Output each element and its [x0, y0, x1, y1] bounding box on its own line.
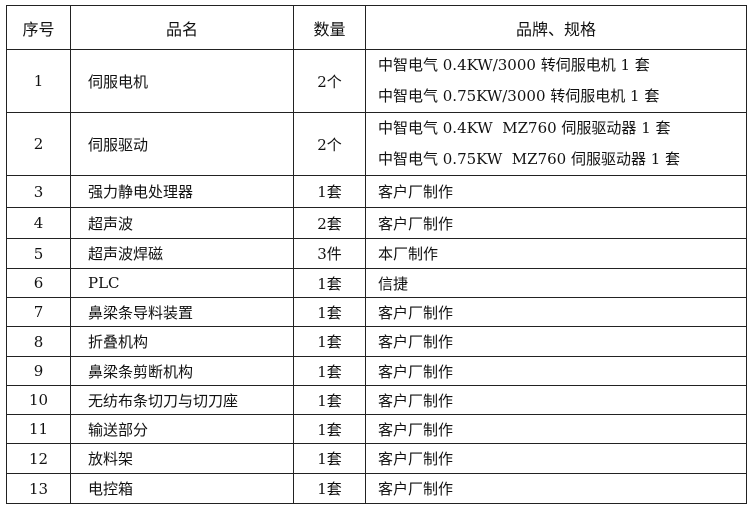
table-row: 8 折叠机构 1套 客户厂制作 [6, 326, 747, 357]
table-row: 13 电控箱 1套 客户厂制作 [6, 473, 747, 504]
spec-line: 中智电气 0.4KW MZ760 伺服驱动器 1 套 [378, 119, 671, 137]
table-row: 9 鼻梁条剪断机构 1套 客户厂制作 [6, 356, 747, 386]
row-number: 12 [6, 443, 71, 474]
header-row: 序号 品名 数量 品牌、规格 [6, 5, 747, 50]
item-name: 超声波 [70, 207, 294, 239]
spec-line: 中智电气 0.75KW/3000 转伺服电机 1 套 [378, 87, 660, 105]
item-quantity: 1套 [293, 268, 366, 298]
item-spec: 客户厂制作 [365, 326, 747, 357]
item-spec: 客户厂制作 [365, 356, 747, 386]
row-number: 7 [6, 297, 71, 327]
row-number: 9 [6, 356, 71, 386]
row-number: 3 [6, 175, 71, 208]
row-number: 8 [6, 326, 71, 357]
spec-line: 中智电气 0.4KW/3000 转伺服电机 1 套 [378, 56, 650, 74]
item-quantity: 1套 [293, 385, 366, 415]
item-name: 伺服电机 [70, 49, 294, 113]
item-quantity: 1套 [293, 443, 366, 474]
item-spec: 客户厂制作 [365, 175, 747, 208]
spec-line: 客户厂制作 [378, 183, 454, 201]
row-number: 6 [6, 268, 71, 298]
header-spec: 品牌、规格 [365, 5, 747, 50]
table-row: 1 伺服电机 2个 中智电气 0.4KW/3000 转伺服电机 1 套中智电气 0.7… [6, 49, 747, 113]
table-row: 10 无纺布条切刀与切刀座 1套 客户厂制作 [6, 385, 747, 415]
item-spec: 客户厂制作 [365, 207, 747, 239]
item-quantity: 1套 [293, 473, 366, 504]
item-name: 无纺布条切刀与切刀座 [70, 385, 294, 415]
header-qty: 数量 [293, 5, 366, 50]
item-name: 折叠机构 [70, 326, 294, 357]
row-number: 13 [6, 473, 71, 504]
row-number: 1 [6, 49, 71, 113]
spec-line: 客户厂制作 [378, 450, 454, 468]
item-quantity: 1套 [293, 414, 366, 444]
item-name: 伺服驱动 [70, 112, 294, 176]
item-quantity: 1套 [293, 175, 366, 208]
spec-line: 客户厂制作 [378, 480, 454, 498]
table-row: 4 超声波 2套 客户厂制作 [6, 207, 747, 239]
table-row: 3 强力静电处理器 1套 客户厂制作 [6, 175, 747, 208]
table-row: 5 超声波焊磁 3件 本厂制作 [6, 238, 747, 269]
table-row: 2 伺服驱动 2个 中智电气 0.4KW MZ760 伺服驱动器 1 套中智电气 0.… [6, 112, 747, 176]
table-row: 7 鼻梁条导料装置 1套 客户厂制作 [6, 297, 747, 327]
item-name: 放料架 [70, 443, 294, 474]
item-spec: 客户厂制作 [365, 473, 747, 504]
item-quantity: 2个 [293, 112, 366, 176]
item-name: 强力静电处理器 [70, 175, 294, 208]
item-name: PLC [70, 268, 294, 298]
table-row: 12 放料架 1套 客户厂制作 [6, 443, 747, 474]
item-spec: 信捷 [365, 268, 747, 298]
row-number: 10 [6, 385, 71, 415]
item-name: 输送部分 [70, 414, 294, 444]
spec-line: 客户厂制作 [378, 362, 454, 381]
table-row: 6 PLC 1套 信捷 [6, 268, 747, 298]
spec-line: 客户厂制作 [378, 391, 454, 410]
item-name: 电控箱 [70, 473, 294, 504]
item-name: 鼻梁条剪断机构 [70, 356, 294, 386]
item-quantity: 1套 [293, 326, 366, 357]
spec-line: 客户厂制作 [378, 420, 454, 439]
spec-line: 客户厂制作 [378, 303, 454, 322]
item-quantity: 2套 [293, 207, 366, 239]
table-row: 11 输送部分 1套 客户厂制作 [6, 414, 747, 444]
item-spec: 客户厂制作 [365, 443, 747, 474]
item-quantity: 1套 [293, 297, 366, 327]
row-number: 5 [6, 238, 71, 269]
header-name: 品名 [70, 5, 294, 50]
row-number: 4 [6, 207, 71, 239]
equipment-table: 序号 品名 数量 品牌、规格 1 伺服电机 2个 中智电气 0.4KW/3000 转伺… [6, 5, 747, 504]
spec-line: 客户厂制作 [378, 214, 454, 233]
spec-line: 客户厂制作 [378, 333, 454, 351]
spec-line: 中智电气 0.75KW MZ760 伺服驱动器 1 套 [378, 150, 681, 168]
item-spec: 客户厂制作 [365, 385, 747, 415]
header-no: 序号 [6, 5, 71, 50]
item-name: 超声波焊磁 [70, 238, 294, 269]
item-spec: 中智电气 0.4KW MZ760 伺服驱动器 1 套中智电气 0.75KW MZ… [365, 112, 747, 176]
spec-line: 本厂制作 [378, 245, 439, 263]
item-quantity: 2个 [293, 49, 366, 113]
item-quantity: 1套 [293, 356, 366, 386]
spec-line: 信捷 [378, 274, 409, 293]
item-quantity: 3件 [293, 238, 366, 269]
item-spec: 客户厂制作 [365, 297, 747, 327]
item-spec: 客户厂制作 [365, 414, 747, 444]
row-number: 11 [6, 414, 71, 444]
item-name: 鼻梁条导料装置 [70, 297, 294, 327]
item-spec: 中智电气 0.4KW/3000 转伺服电机 1 套中智电气 0.75KW/300… [365, 49, 747, 113]
item-spec: 本厂制作 [365, 238, 747, 269]
row-number: 2 [6, 112, 71, 176]
